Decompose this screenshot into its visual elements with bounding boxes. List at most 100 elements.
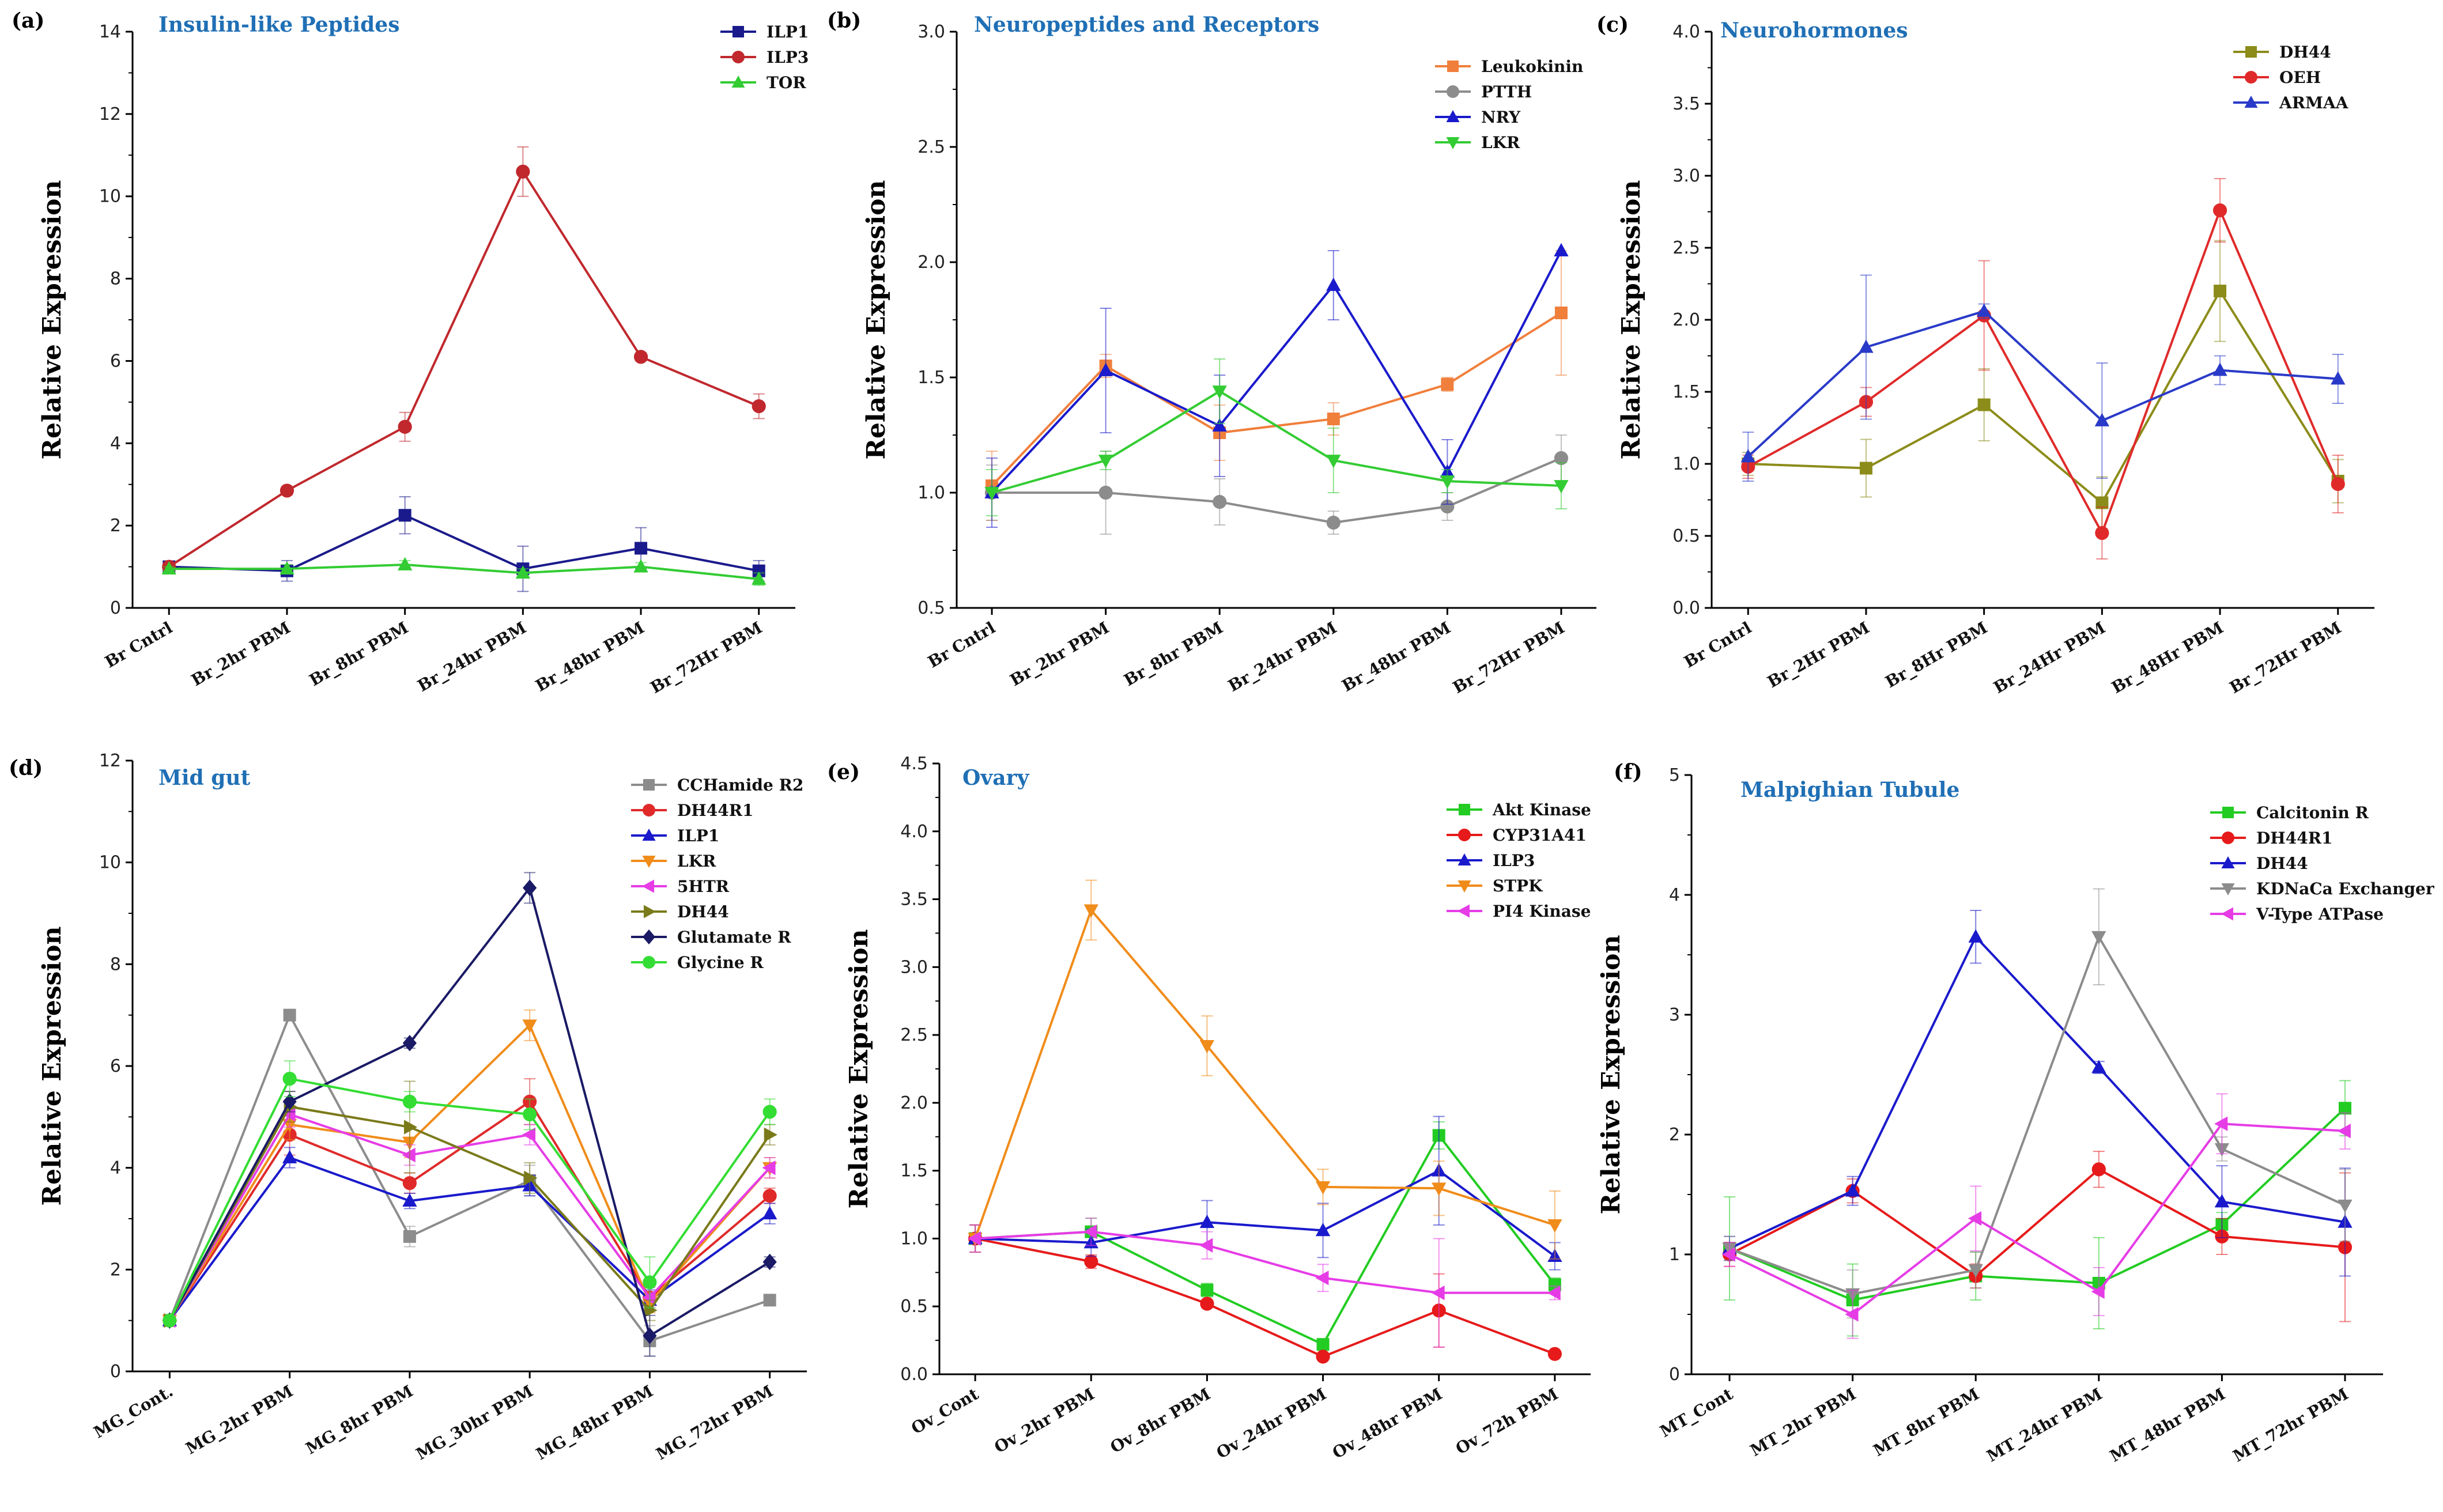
y-tick-label: 3.5	[1672, 94, 1700, 114]
y-tick-label: 2	[110, 516, 121, 536]
x-tick-label: MT_24hr PBM	[1984, 1384, 2106, 1465]
legend-marker	[643, 804, 655, 817]
x-tick-label: Ov_48hr PBM	[1329, 1384, 1445, 1462]
panel-label: (e)	[827, 760, 860, 784]
series-line	[169, 563, 759, 580]
data-point	[762, 1161, 776, 1175]
series-line	[1747, 309, 2338, 458]
legend-item-leukokinin: Leukokinin	[1435, 57, 1583, 76]
data-point	[1326, 515, 1341, 530]
legend-item-akt-kinase: Akt Kinase	[1447, 800, 1591, 819]
data-point	[283, 1008, 296, 1022]
x-tick-label: MG_2hr PBM	[183, 1381, 296, 1458]
panel-title: Malpighian Tubule	[1740, 778, 1959, 802]
data-point	[1212, 385, 1227, 399]
panel-title: Neurohormones	[1720, 18, 1908, 43]
y-tick-label: 0	[110, 1362, 121, 1382]
data-point	[2331, 477, 2345, 492]
x-tick-label: Br_72Hr PBM	[1449, 618, 1568, 697]
data-point	[282, 1071, 297, 1086]
legend-marker	[1446, 110, 1460, 122]
x-tick-label: MT_2hr PBM	[1747, 1384, 1859, 1460]
y-tick-label: 0	[110, 598, 121, 618]
data-point	[282, 1150, 297, 1163]
panel-label: (b)	[827, 9, 861, 33]
series-leukokinin	[985, 250, 1568, 521]
y-tick-label: 6	[110, 351, 121, 371]
data-point	[1554, 451, 1569, 466]
x-tick-label: MT_48hr PBM	[2106, 1384, 2229, 1465]
data-point	[2091, 1284, 2105, 1299]
data-point	[1199, 1214, 1215, 1228]
data-point	[2095, 526, 2109, 540]
x-tick-label: Br_2Hr PBM	[1764, 618, 1872, 691]
series-5htr	[162, 1101, 776, 1328]
data-point	[161, 561, 176, 575]
series-ptth	[984, 434, 1569, 535]
series-line	[168, 1113, 771, 1321]
legend-item-cchamide-r2: CCHamide R2	[631, 776, 803, 795]
series-armaa	[1740, 274, 2346, 482]
data-point	[1554, 480, 1569, 494]
data-point	[402, 1034, 417, 1052]
y-tick-label: 0.5	[917, 598, 945, 618]
data-point	[1098, 362, 1113, 376]
data-point	[635, 542, 648, 555]
data-point	[2212, 362, 2227, 376]
data-point	[1977, 303, 1992, 317]
y-tick-label: 0.5	[900, 1296, 928, 1317]
legend-label: Akt Kinase	[1492, 800, 1591, 819]
data-point	[1859, 339, 1874, 353]
series-line	[991, 250, 1562, 494]
legend-marker	[731, 75, 745, 88]
data-point	[523, 1107, 537, 1122]
x-tick-label: Br_48hr PBM	[532, 618, 647, 695]
x-tick-label: MG_48hr PBM	[533, 1381, 656, 1464]
legend-label: ILP3	[1493, 851, 1535, 870]
legend-label: PTTH	[1481, 82, 1532, 101]
x-tick-label: MT_8hr PBM	[1870, 1384, 1983, 1460]
y-tick-label: 2.0	[1672, 310, 1700, 330]
panel-title: Insulin-like Peptides	[158, 13, 399, 37]
series-line	[992, 457, 1562, 524]
data-point	[402, 1147, 416, 1163]
legend-label: ARMAA	[2279, 93, 2349, 112]
legend-marker	[2222, 807, 2234, 818]
series-line	[168, 169, 760, 568]
data-point	[2337, 1124, 2351, 1139]
x-tick-label: Br_24Hr PBM	[1991, 618, 2109, 697]
legend-item-ilp3: ILP3	[720, 48, 809, 67]
panel-label: (f)	[1614, 760, 1642, 784]
data-point	[1968, 1264, 1983, 1278]
legend-label: DH44	[677, 902, 729, 921]
y-tick-label: 2	[1669, 1125, 1680, 1145]
data-point	[762, 1189, 777, 1203]
x-tick-label: MG_30hr PBM	[413, 1381, 536, 1464]
y-tick-label: 4	[110, 433, 121, 453]
y-tick-label: 1.5	[900, 1161, 928, 1181]
data-point	[1199, 1040, 1215, 1054]
legend-marker	[1447, 61, 1459, 72]
data-point	[2214, 285, 2227, 297]
data-point	[1845, 1307, 1859, 1322]
x-tick-label: Br_8hr PBM	[1121, 618, 1226, 690]
data-point	[2212, 203, 2227, 218]
legend-marker	[1459, 804, 1470, 815]
x-tick-label: MG_8hr PBM	[303, 1381, 416, 1458]
y-tick-label: 10	[99, 187, 121, 207]
legend-marker	[2222, 831, 2234, 844]
series-line	[1747, 207, 2339, 536]
legend-label: PI4 Kinase	[1493, 902, 1591, 921]
legend-marker	[2244, 96, 2258, 108]
legend-label: V-Type ATPase	[2256, 905, 2384, 924]
data-point	[984, 487, 999, 501]
data-point	[522, 1019, 537, 1033]
legend-marker	[732, 51, 745, 63]
data-point	[2091, 931, 2106, 944]
legend-label: DH44R1	[677, 801, 753, 820]
data-point	[764, 1127, 777, 1142]
data-point	[752, 571, 766, 585]
y-tick-label: 14	[99, 22, 121, 42]
legend-marker	[1458, 880, 1471, 893]
panel-a: (a) Insulin-like Peptides 0 2 4 6 8 10 12 14 Br Cn…	[12, 9, 809, 697]
